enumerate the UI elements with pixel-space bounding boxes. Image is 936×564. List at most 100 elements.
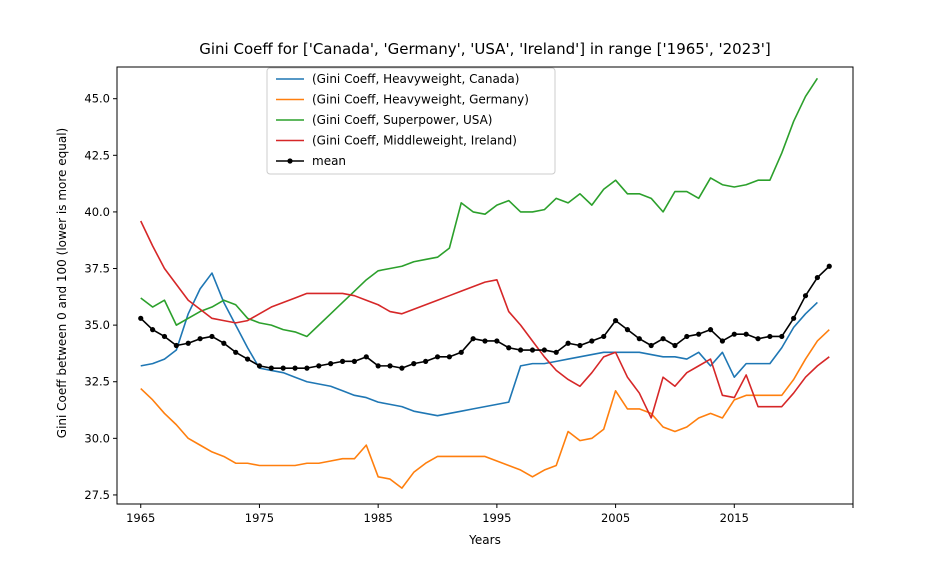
x-tick-label: 1985 — [364, 511, 393, 525]
data-point — [458, 349, 464, 355]
series-3 — [140, 77, 819, 338]
y-tick-label: 30.0 — [84, 431, 110, 445]
data-point — [292, 365, 298, 371]
x-tick-label: 1975 — [245, 511, 274, 525]
series-2 — [140, 329, 830, 489]
y-tick-label: 42.5 — [84, 148, 110, 162]
y-axis-label: Gini Coeff between 0 and 100 (lower is m… — [55, 128, 69, 438]
legend-label: (Gini Coeff, Superpower, USA) — [312, 113, 492, 127]
data-point — [707, 327, 714, 333]
legend-label: (Gini Coeff, Middleweight, Ireland) — [312, 134, 517, 148]
data-point — [375, 363, 381, 369]
data-point — [589, 338, 595, 344]
series-line — [140, 77, 819, 338]
y-tick-label: 35.0 — [84, 318, 110, 332]
data-point — [304, 365, 310, 371]
x-tick-label: 1995 — [482, 511, 511, 525]
data-point — [411, 361, 417, 367]
x-tick-label: 1965 — [126, 511, 155, 525]
legend-item: (Gini Coeff, Heavyweight, Canada) — [276, 72, 519, 86]
data-point — [636, 336, 642, 342]
data-point — [399, 365, 405, 371]
x-tick-label: 2015 — [720, 511, 749, 525]
data-point — [161, 333, 168, 340]
data-point — [541, 347, 547, 353]
data-point — [814, 274, 820, 281]
y-tick-label: 37.5 — [84, 262, 110, 276]
data-point — [565, 340, 571, 346]
series-line — [140, 220, 830, 419]
data-point — [743, 331, 749, 337]
axes-layer — [116, 66, 854, 505]
legend-marker — [287, 158, 293, 164]
data-point — [316, 363, 322, 369]
legend-label: (Gini Coeff, Heavyweight, Canada) — [312, 72, 519, 86]
y-tick-label: 40.0 — [84, 205, 110, 219]
data-point — [684, 333, 690, 340]
data-point — [209, 333, 215, 340]
chart-title: Gini Coeff for ['Canada', 'Germany', 'US… — [199, 40, 771, 58]
axes-frame — [116, 66, 854, 505]
data-point — [518, 347, 524, 353]
legend-item: (Gini Coeff, Heavyweight, Germany) — [276, 93, 529, 107]
legend-label: mean — [312, 154, 346, 168]
series-4 — [140, 220, 830, 419]
y-tick-label: 32.5 — [84, 375, 110, 389]
data-point — [826, 263, 832, 269]
data-point — [731, 331, 737, 337]
data-point — [434, 354, 441, 360]
data-point — [387, 363, 393, 369]
data-point — [529, 347, 536, 353]
data-point — [494, 338, 500, 344]
data-point — [767, 333, 773, 340]
data-point — [244, 356, 251, 362]
data-point — [506, 345, 512, 351]
data-point — [601, 333, 607, 340]
ticks-layer: 1965 1975 1985 1995 2005 2015 27.5 30.0 32.5 35.0… — [84, 92, 854, 525]
data-point — [612, 317, 619, 324]
data-point — [138, 315, 144, 321]
data-point — [779, 333, 785, 340]
data-point — [197, 336, 203, 342]
data-point — [185, 340, 191, 346]
data-point — [672, 342, 678, 349]
data-point — [755, 336, 761, 342]
data-point — [351, 358, 358, 364]
series-1 — [140, 272, 818, 417]
data-point — [256, 363, 263, 369]
y-tick-label: 45.0 — [84, 92, 110, 106]
series-line — [140, 329, 830, 489]
legend-box — [266, 67, 556, 175]
legend-item: (Gini Coeff, Superpower, USA) — [276, 113, 492, 127]
data-point — [553, 349, 559, 355]
x-axis-label: Years — [468, 533, 501, 547]
legend-label: (Gini Coeff, Heavyweight, Germany) — [312, 93, 529, 107]
legend-item: mean — [276, 154, 346, 168]
y-tick-label: 27.5 — [84, 488, 110, 502]
data-point — [696, 331, 702, 337]
data-point — [577, 342, 583, 349]
x-tick-label: 2005 — [601, 511, 630, 525]
legend-item: (Gini Coeff, Middleweight, Ireland) — [276, 134, 517, 148]
data-point — [482, 338, 488, 344]
data-point — [446, 354, 452, 360]
data-point — [791, 315, 797, 321]
data-point — [624, 327, 631, 333]
data-point — [173, 342, 179, 349]
series-layer — [138, 77, 832, 489]
data-point — [363, 354, 369, 360]
series-5 — [138, 263, 832, 371]
data-point — [648, 342, 654, 349]
data-point — [423, 358, 429, 364]
legend: (Gini Coeff, Heavyweight, Canada) (Gini C… — [266, 67, 556, 175]
data-point — [719, 338, 726, 344]
data-point — [268, 365, 274, 371]
data-point — [280, 365, 286, 371]
data-point — [802, 293, 809, 299]
data-point — [150, 327, 156, 333]
series-line — [140, 272, 818, 417]
data-point — [221, 340, 227, 346]
data-point — [660, 336, 666, 342]
data-point — [233, 349, 239, 355]
